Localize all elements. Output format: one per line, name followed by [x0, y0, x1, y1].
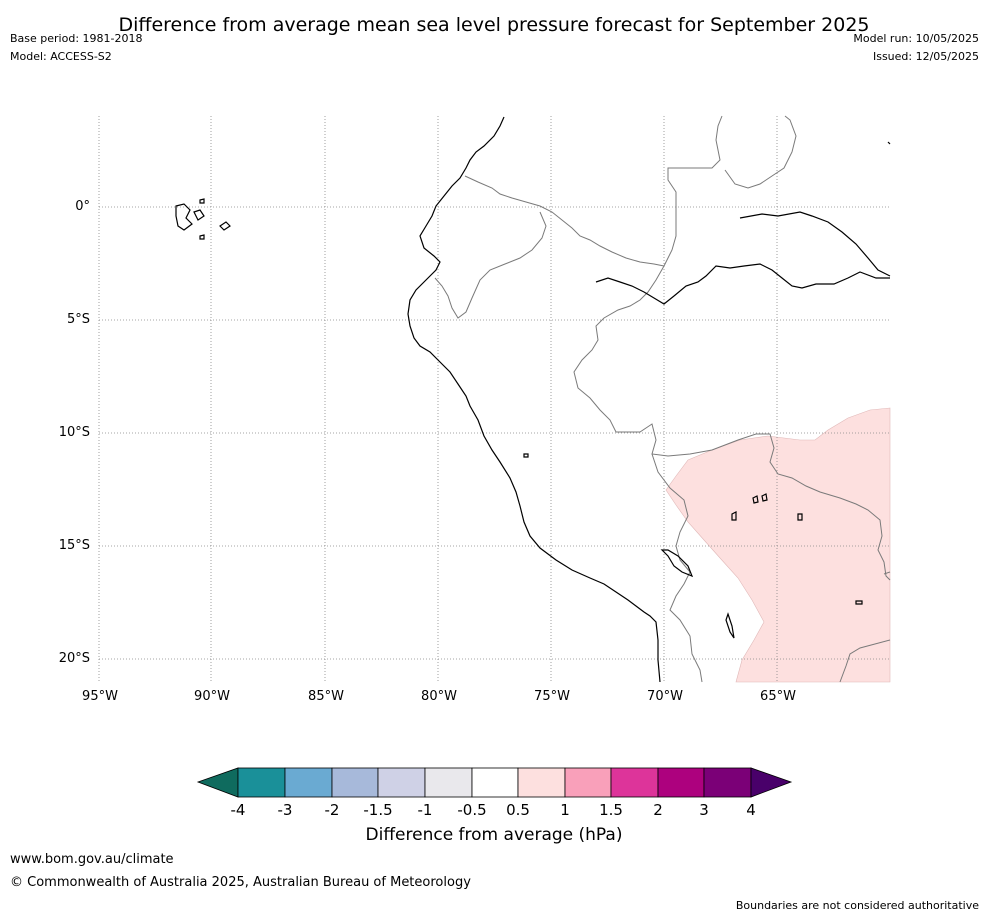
lat-label: 15°S [58, 538, 90, 553]
issued-date: Issued: 12/05/2025 [872, 50, 979, 63]
colorbar-swatch [331, 767, 379, 798]
colorbar-tick: -0.5 [457, 801, 487, 819]
lat-label: 5°S [66, 312, 90, 327]
colorbar-swatch [471, 767, 519, 798]
colorbar-tick: -4 [230, 801, 246, 819]
colorbar-tick: 0.5 [506, 801, 530, 819]
country-borders [434, 115, 891, 683]
colorbar-swatch [517, 767, 566, 798]
chart-title: Difference from average mean sea level p… [118, 14, 870, 36]
colorbar-swatch [284, 767, 333, 798]
colorbar-tick: -1 [417, 801, 433, 819]
lon-label: 85°W [308, 689, 344, 704]
colorbar-under-arrow [196, 767, 239, 798]
meta-right: Model run: 10/05/2025 Issued: 12/05/2025 [853, 30, 979, 66]
lat-label: 0° [75, 199, 90, 214]
colorbar-swatch [377, 767, 426, 798]
colorbar [196, 767, 793, 798]
colorbar-tick: 2 [653, 801, 663, 819]
colorbar-tick: -3 [277, 801, 293, 819]
lon-label: 65°W [760, 689, 796, 704]
colorbar-swatch [610, 767, 659, 798]
anomaly-region [665, 407, 891, 683]
lat-label: 10°S [58, 425, 90, 440]
lon-label: 70°W [647, 689, 683, 704]
colorbar-tick: 3 [699, 801, 709, 819]
footer-disclaimer: Boundaries are not considered authoritat… [735, 899, 979, 912]
lat-label: 20°S [58, 651, 90, 666]
colorbar-tick: 1 [560, 801, 570, 819]
lon-label: 95°W [82, 689, 118, 704]
colorbar-tick: -1.5 [363, 801, 393, 819]
colorbar-swatch [564, 767, 612, 798]
model-run: Model run: 10/05/2025 [853, 32, 979, 45]
model-name: Model: ACCESS-S2 [10, 50, 112, 63]
gridlines [98, 116, 890, 682]
lon-label: 75°W [534, 689, 570, 704]
colorbar-title: Difference from average (hPa) [365, 825, 623, 845]
colorbar-tick: -2 [324, 801, 340, 819]
meta-left: Base period: 1981-2018 Model: ACCESS-S2 [10, 30, 142, 66]
colorbar-swatch [424, 767, 473, 798]
colorbar-tick: 1.5 [599, 801, 623, 819]
footer-url[interactable]: www.bom.gov.au/climate [10, 852, 174, 867]
colorbar-swatch [657, 767, 705, 798]
footer-copyright: © Commonwealth of Australia 2025, Austra… [10, 875, 471, 890]
colorbar-over-arrow [750, 767, 793, 798]
lon-label: 90°W [194, 689, 230, 704]
colorbar-swatch [237, 767, 286, 798]
colorbar-tick: 4 [746, 801, 756, 819]
base-period: Base period: 1981-2018 [10, 32, 143, 45]
coastlines [175, 116, 891, 683]
lon-label: 80°W [421, 689, 457, 704]
colorbar-swatch [703, 767, 752, 798]
